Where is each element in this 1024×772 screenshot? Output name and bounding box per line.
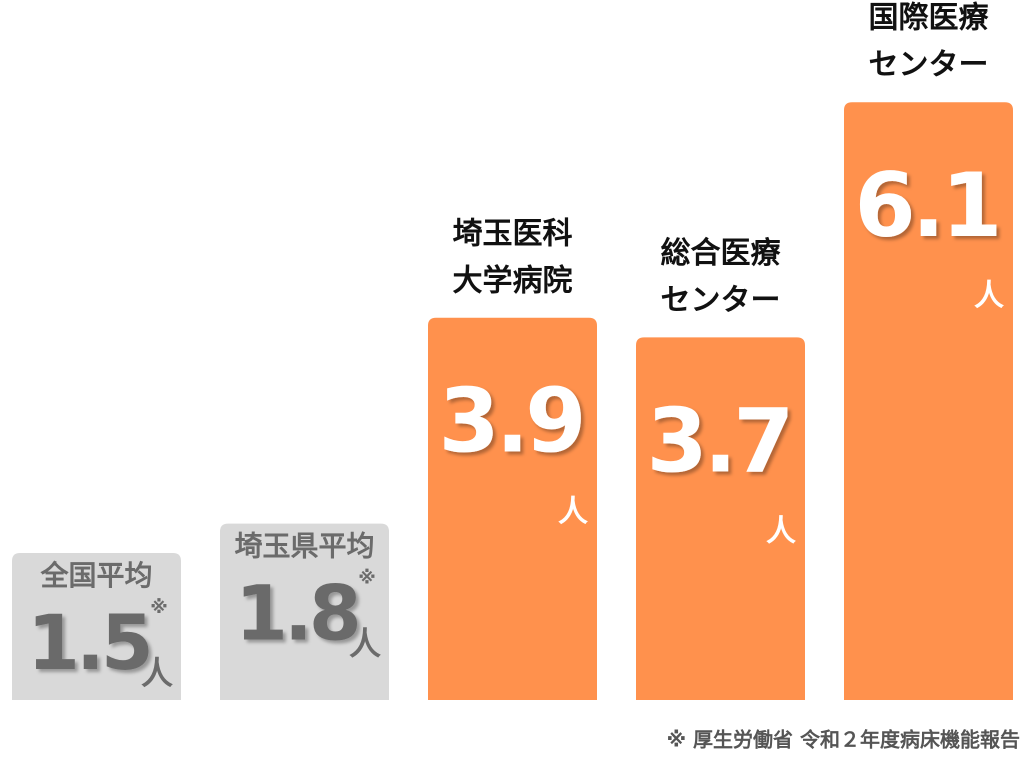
note-mark: ※ — [150, 597, 168, 618]
unit-label: 人 — [766, 514, 796, 549]
note-mark: ※ — [358, 568, 376, 589]
unit-label: 人 — [141, 654, 173, 692]
bar — [844, 102, 1013, 700]
bar — [12, 553, 181, 700]
category-label: 埼玉県平均 — [234, 530, 374, 563]
bar — [428, 317, 597, 700]
bar — [636, 337, 805, 700]
category-label: センター — [869, 48, 989, 83]
source-note: ※ 厚生労働省 令和２年度病床機能報告 — [667, 728, 1020, 752]
category-label: 埼玉医科 — [453, 216, 573, 251]
category-label: センター — [661, 283, 781, 318]
value-label: 6.1 — [855, 154, 999, 257]
unit-label: 人 — [349, 625, 381, 663]
category-label: 全国平均 — [39, 559, 152, 592]
unit-label: 人 — [974, 279, 1004, 314]
unit-label: 人 — [558, 494, 588, 529]
category-label: 国際医療 — [869, 1, 989, 36]
value-label: 1.8 — [235, 569, 358, 658]
value-label: 1.5 — [27, 598, 150, 687]
value-label: 3.9 — [439, 370, 583, 473]
category-label: 大学病院 — [453, 263, 573, 298]
bar — [220, 523, 389, 700]
value-label: 3.7 — [647, 389, 791, 492]
category-label: 総合医療 — [661, 236, 781, 271]
